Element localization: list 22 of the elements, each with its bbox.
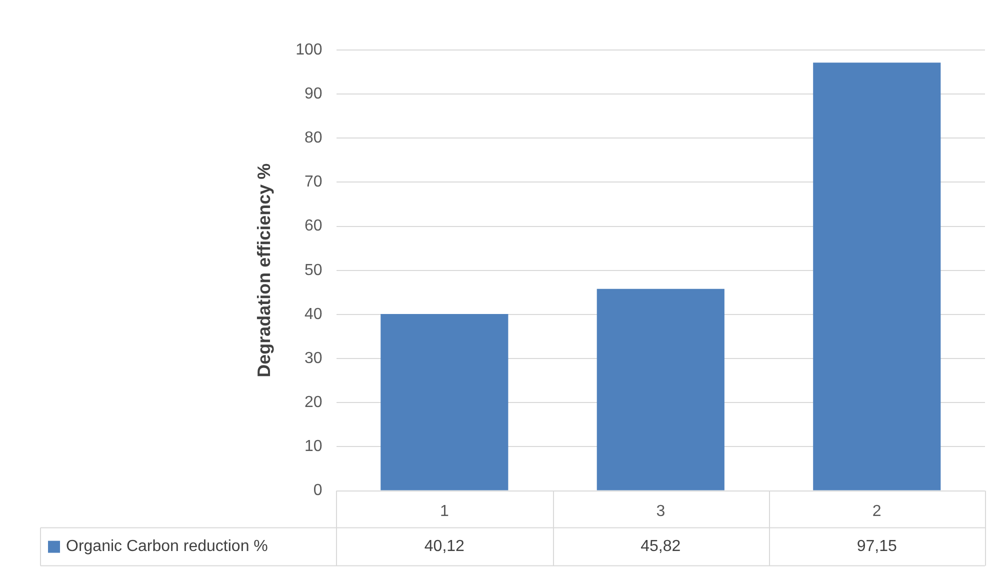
y-tick-label: 100 (296, 41, 322, 58)
y-tick-label: 70 (304, 174, 322, 191)
y-tick-label: 20 (304, 394, 322, 412)
bar (380, 314, 508, 490)
y-tick-label: 90 (304, 85, 322, 102)
x-tick-label: 3 (656, 502, 666, 520)
bar (813, 62, 941, 490)
y-axis-title: Degradation efficiency % (254, 163, 274, 378)
x-tick-label: 1 (440, 502, 449, 520)
data-label: 97,15 (856, 538, 897, 556)
y-tick-label: 40 (304, 306, 322, 323)
bar (596, 288, 724, 490)
y-tick-label: 30 (304, 350, 322, 367)
y-tick-label: 10 (304, 438, 322, 456)
y-tick-label: 0 (313, 482, 322, 500)
legend-label: Organic Carbon reduction % (66, 538, 268, 556)
y-tick-label: 60 (304, 218, 322, 235)
data-label: 40,12 (424, 538, 465, 556)
y-tick-label: 80 (304, 130, 322, 147)
y-tick-label: 50 (304, 262, 322, 279)
x-tick-label: 2 (872, 502, 882, 520)
data-label: 45,82 (640, 538, 681, 556)
